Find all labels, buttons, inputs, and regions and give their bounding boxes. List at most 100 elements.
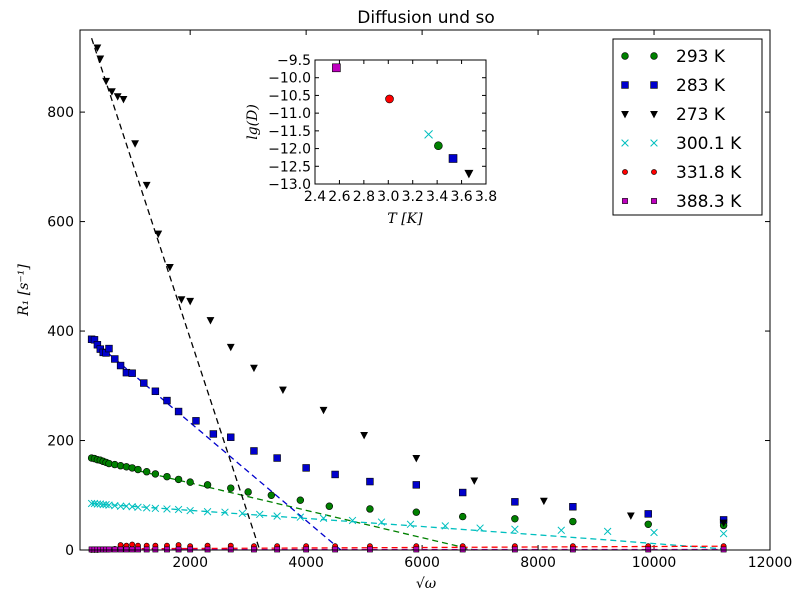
inset-plot-frame xyxy=(314,59,487,185)
data-point xyxy=(366,477,374,486)
inset-y-tick-label: −13.0 xyxy=(268,177,311,193)
data-point xyxy=(458,488,467,497)
data-point xyxy=(296,496,305,504)
data-point xyxy=(719,529,728,538)
legend-label: 388.3 K xyxy=(676,192,742,212)
legend-marker xyxy=(621,52,629,60)
data-point xyxy=(412,508,421,516)
data-point xyxy=(645,546,652,553)
inset-x-tick-label: 2.4 xyxy=(304,189,326,205)
x-tick-label: 2000 xyxy=(172,555,208,571)
data-point xyxy=(255,510,264,519)
legend: 293 K 283 K 273 K 300.1 K 331.8 K 388.3 K xyxy=(612,38,763,216)
inset-y-tick-label: −12.5 xyxy=(268,159,311,175)
data-point xyxy=(539,497,548,506)
data-point xyxy=(87,499,96,508)
data-point xyxy=(154,230,163,239)
data-point xyxy=(116,361,125,370)
data-point xyxy=(123,546,130,553)
data-point xyxy=(302,464,310,472)
data-point xyxy=(142,504,151,512)
data-point xyxy=(511,498,519,506)
legend-marker xyxy=(650,139,658,147)
data-point xyxy=(221,508,229,516)
data-point xyxy=(377,518,386,526)
data-point xyxy=(140,379,148,387)
data-point xyxy=(331,470,339,479)
data-point xyxy=(626,512,635,520)
legend-box xyxy=(612,38,763,216)
inset-plot-area xyxy=(315,60,486,184)
legend-marker xyxy=(621,81,629,89)
data-point xyxy=(511,515,519,523)
data-point xyxy=(129,546,136,553)
chart-title: Diffusion und so xyxy=(357,8,494,28)
data-point xyxy=(251,546,257,553)
x-axis-label: √ω xyxy=(416,576,437,592)
data-point xyxy=(186,478,194,486)
data-point xyxy=(227,546,234,553)
data-point xyxy=(165,263,174,272)
data-point xyxy=(107,88,116,96)
data-point xyxy=(650,528,658,537)
data-point xyxy=(163,505,171,513)
data-point xyxy=(273,454,281,462)
x-tick-label: 4000 xyxy=(288,555,324,571)
inset-y-tick-label: −9.5 xyxy=(277,53,311,69)
data-point xyxy=(250,447,258,455)
data-point xyxy=(122,502,131,510)
data-point xyxy=(476,524,484,532)
data-point xyxy=(227,433,235,441)
series-2 xyxy=(87,335,728,524)
data-point xyxy=(151,470,160,478)
inset-x-tick-label: 3.2 xyxy=(402,189,424,205)
data-point xyxy=(279,386,287,395)
data-point xyxy=(111,355,119,363)
data-point xyxy=(274,546,281,553)
data-point xyxy=(105,344,113,353)
data-point xyxy=(720,546,727,553)
inset-ticks: 2.4 2.6 2.8 3.0 3.2 3.4 3.6 3.8 −9.5 −10.0−10.5 −1… xyxy=(268,53,497,205)
inset-x-tick-label: 2.6 xyxy=(328,189,350,205)
inset-data-point xyxy=(385,94,394,104)
inset-data-point xyxy=(448,154,458,163)
data-point xyxy=(174,475,183,484)
data-point xyxy=(203,507,212,516)
inset-y-tick-label: −11.0 xyxy=(268,106,311,122)
data-point xyxy=(177,296,186,304)
data-point xyxy=(569,503,577,511)
data-point xyxy=(209,430,218,438)
inset-x-axis-label: T [K] xyxy=(387,211,423,227)
data-point xyxy=(319,514,328,523)
data-point xyxy=(105,501,113,509)
data-point xyxy=(273,512,281,520)
legend-label: 273 K xyxy=(676,105,726,125)
inset-x-tick-label: 3.6 xyxy=(450,189,472,205)
inset-y-tick-label: −12.0 xyxy=(268,142,311,158)
data-point xyxy=(412,455,421,463)
data-point xyxy=(303,546,310,553)
data-point xyxy=(238,509,247,518)
data-point xyxy=(142,468,151,476)
data-point xyxy=(267,491,276,499)
data-point xyxy=(142,181,151,190)
data-point xyxy=(99,500,107,509)
data-point xyxy=(151,387,160,395)
data-point xyxy=(106,546,112,553)
data-point xyxy=(174,505,183,514)
x-tick-label: 10000 xyxy=(632,555,677,571)
fit-line-4 xyxy=(91,502,724,550)
data-point xyxy=(102,77,110,86)
data-point xyxy=(325,502,334,510)
data-point xyxy=(332,546,339,553)
data-point xyxy=(406,520,415,529)
data-point xyxy=(319,406,328,415)
data-point xyxy=(459,546,466,553)
data-point xyxy=(134,465,142,474)
data-point xyxy=(175,546,182,553)
inset-y-tick-label: −11.5 xyxy=(268,124,311,140)
data-point xyxy=(511,546,518,553)
data-point xyxy=(413,546,420,553)
legend-label: 283 K xyxy=(676,76,726,96)
x-tick-label: 6000 xyxy=(404,555,440,571)
